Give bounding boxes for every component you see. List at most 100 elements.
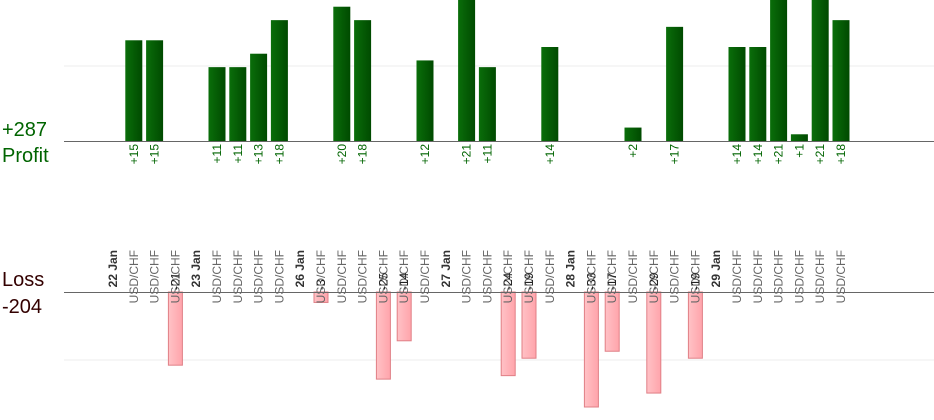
instrument-label: USD/CHF bbox=[168, 250, 182, 303]
loss-value-label: -19 bbox=[688, 272, 702, 290]
profit-bar bbox=[624, 127, 642, 141]
profit-value-label: +15 bbox=[127, 144, 141, 165]
instrument-label: USD/CHF bbox=[543, 250, 557, 303]
profit-bar bbox=[270, 20, 288, 142]
instrument-label: USD/CHF bbox=[605, 250, 619, 303]
instrument-label: USD/CHF bbox=[730, 250, 744, 303]
profit-bar bbox=[666, 26, 684, 141]
profit-bar bbox=[728, 47, 746, 141]
loss-value-label: -33 bbox=[584, 272, 598, 290]
profit-bars bbox=[125, 0, 850, 142]
date-label: 26 Jan bbox=[293, 250, 307, 287]
profit-bar bbox=[749, 47, 767, 141]
instrument-label: USD/CHF bbox=[751, 250, 765, 303]
profit-bar bbox=[770, 0, 788, 141]
profit-bar bbox=[478, 67, 496, 141]
profit-bar bbox=[458, 0, 476, 141]
profit-value-label: +2 bbox=[626, 144, 640, 158]
instrument-label: USD/CHF bbox=[834, 250, 848, 303]
instrument-label: USD/CHF bbox=[501, 250, 515, 303]
profit-bar bbox=[811, 0, 829, 141]
loss-value-label: -21 bbox=[168, 272, 182, 290]
profit-value-label: +20 bbox=[335, 144, 349, 165]
loss-total: -204 bbox=[2, 296, 43, 318]
profit-value-label: +11 bbox=[480, 144, 494, 164]
profit-value-label: +11 bbox=[231, 144, 245, 164]
profit-bar bbox=[790, 134, 808, 141]
instrument-label: USD/CHF bbox=[231, 250, 245, 303]
profit-bar bbox=[416, 60, 434, 141]
loss-bars bbox=[167, 291, 703, 408]
profit-bar bbox=[208, 67, 226, 141]
date-label: 23 Jan bbox=[189, 250, 203, 287]
loss-value-label: -17 bbox=[605, 272, 619, 290]
loss-value-label: -24 bbox=[501, 272, 515, 290]
instrument-label: USD/CHF bbox=[314, 250, 328, 303]
profit-bar bbox=[250, 53, 268, 141]
loss-bar bbox=[500, 291, 516, 377]
instrument-label: USD/CHF bbox=[210, 250, 224, 303]
instrument-label: USD/CHF bbox=[460, 250, 474, 303]
profit-value-label: +21 bbox=[813, 144, 827, 165]
instrument-label: USD/CHF bbox=[127, 250, 141, 303]
profit-value-label: +18 bbox=[834, 144, 848, 165]
instrument-label: USD/CHF bbox=[792, 250, 806, 303]
date-label: 22 Jan bbox=[106, 250, 120, 287]
profit-bar bbox=[146, 40, 164, 141]
instrument-label: USD/CHF bbox=[418, 250, 432, 303]
instrument-label: USD/CHF bbox=[772, 250, 786, 303]
loss-value-label: -25 bbox=[376, 272, 390, 290]
profit-value-label: +1 bbox=[792, 144, 806, 158]
profit-value-label: +18 bbox=[272, 144, 286, 165]
profit-bar bbox=[125, 40, 143, 141]
profit-value-label: +21 bbox=[460, 144, 474, 165]
loss-value-label: -29 bbox=[647, 272, 661, 290]
instrument-label: USD/CHF bbox=[668, 250, 682, 303]
profit-value-label: +14 bbox=[543, 144, 557, 165]
profit-value-label: +18 bbox=[356, 144, 370, 165]
profit-total: +287 bbox=[2, 119, 48, 141]
profit-bar bbox=[832, 20, 850, 142]
profit-value-label: +21 bbox=[772, 144, 786, 165]
profit-value-label: +14 bbox=[730, 144, 744, 165]
instrument-label: USD/CHF bbox=[335, 250, 349, 303]
profit-value-label: +14 bbox=[751, 144, 765, 165]
loss-bar bbox=[375, 291, 391, 380]
profit-value-label: +11 bbox=[210, 144, 224, 164]
instrument-label: USD/CHF bbox=[584, 250, 598, 303]
instrument-label: USD/CHF bbox=[252, 250, 266, 303]
profit-value-label: +15 bbox=[148, 144, 162, 165]
instrument-label: USD/CHF bbox=[480, 250, 494, 303]
baselines bbox=[64, 141, 934, 293]
date-label: 27 Jan bbox=[439, 250, 453, 287]
date-label: 28 Jan bbox=[564, 250, 578, 287]
profit-label: Profit bbox=[2, 145, 49, 167]
date-label: 29 Jan bbox=[709, 250, 723, 287]
loss-bar bbox=[583, 291, 599, 408]
profit-bar bbox=[333, 6, 351, 142]
profit-bar bbox=[354, 20, 372, 142]
instrument-label: USD/CHF bbox=[522, 250, 536, 303]
loss-bar bbox=[646, 291, 662, 394]
loss-value-label: -19 bbox=[522, 272, 536, 290]
gridlines bbox=[64, 65, 934, 361]
instrument-label: USD/CHF bbox=[356, 250, 370, 303]
profit-value-label: +12 bbox=[418, 144, 432, 165]
instrument-label: USD/CHF bbox=[272, 250, 286, 303]
instrument-label: USD/CHF bbox=[376, 250, 390, 303]
profit-value-label: +13 bbox=[252, 144, 266, 165]
profit-bar bbox=[541, 47, 559, 141]
instrument-label: USD/CHF bbox=[626, 250, 640, 303]
instrument-label: USD/CHF bbox=[688, 250, 702, 303]
loss-label: Loss bbox=[2, 269, 45, 291]
loss-value-label: -3 bbox=[314, 279, 328, 290]
profit-value-label: +17 bbox=[668, 144, 682, 165]
instrument-label: USD/CHF bbox=[813, 250, 827, 303]
instrument-label: USD/CHF bbox=[397, 250, 411, 303]
profit-bar bbox=[229, 67, 247, 141]
instrument-label: USD/CHF bbox=[148, 250, 162, 303]
loss-value-label: -14 bbox=[397, 272, 411, 290]
instrument-label: USD/CHF bbox=[647, 250, 661, 303]
